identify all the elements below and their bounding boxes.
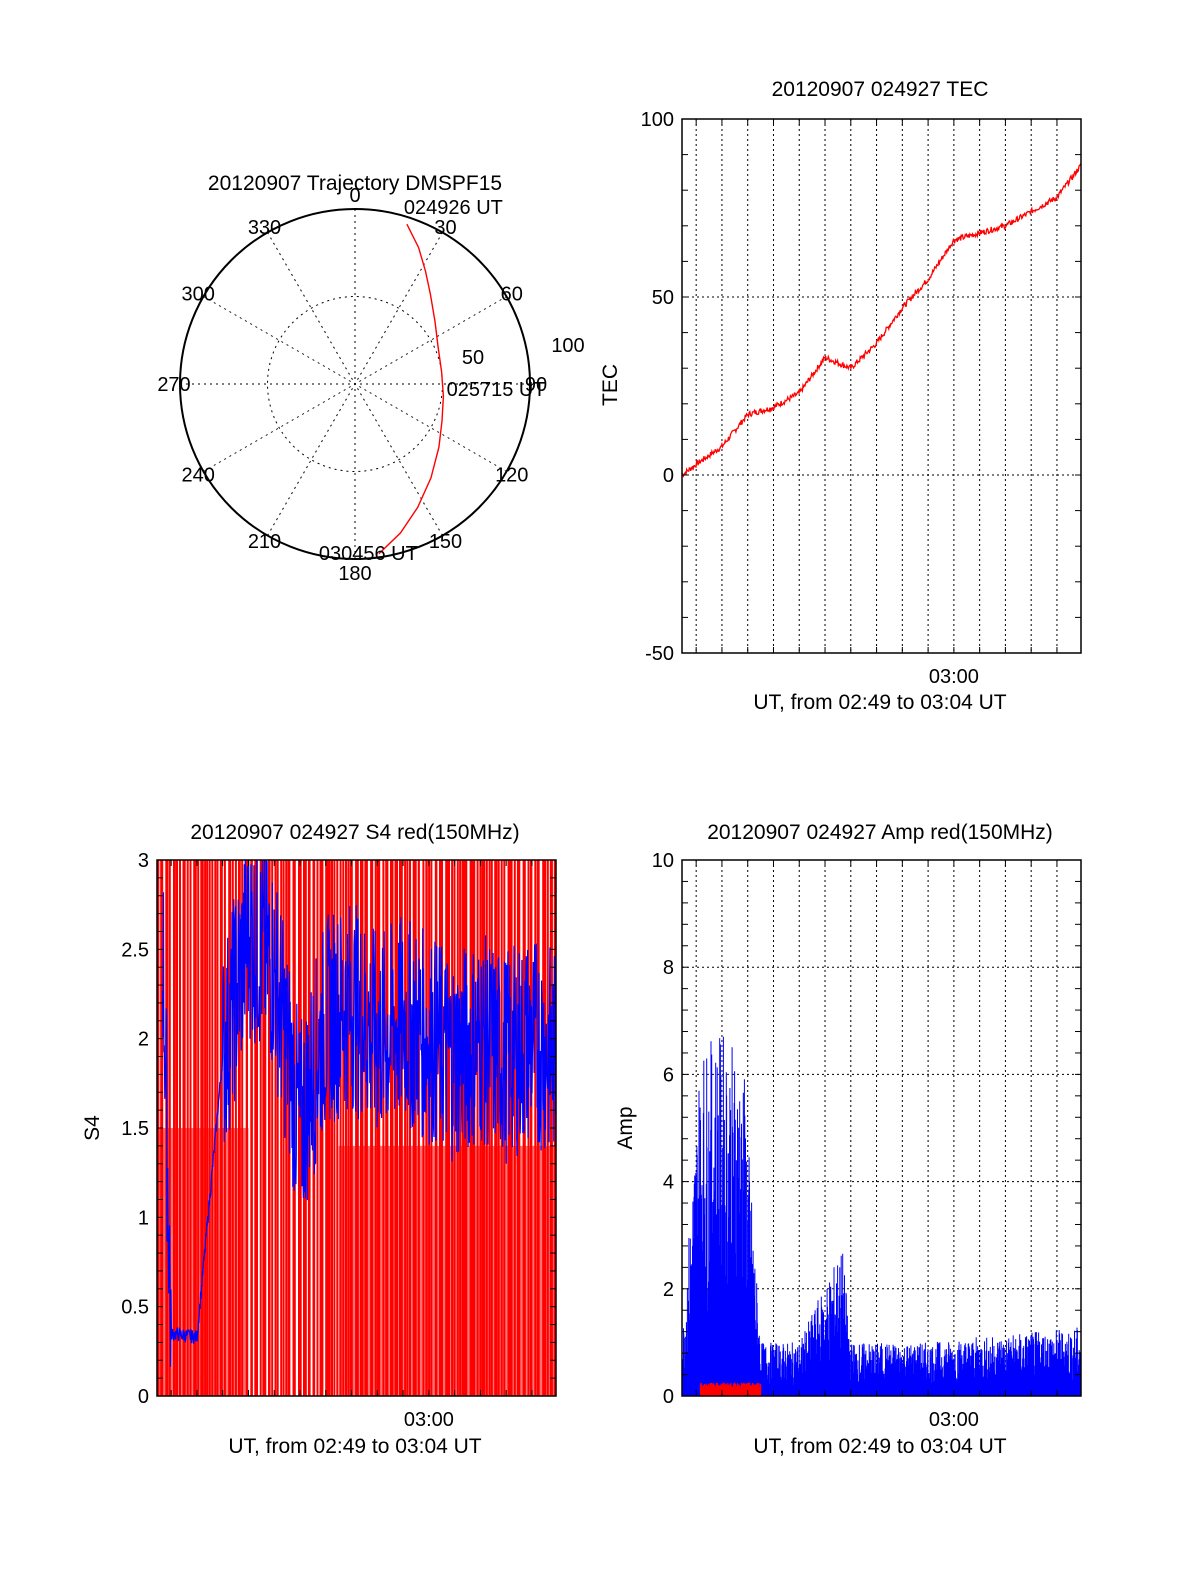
tec-panel: 20120907 024927 TEC TEC UT, from 02:49 t… [599,78,1082,714]
y-tick-label: 100 [641,109,674,131]
trajectory-annotation: 030456 UT [319,543,418,565]
trajectory-annotations: 024926 UT 025715 UT 030456 UT [319,197,546,565]
y-tick-label: 4 [663,1172,674,1194]
y-tick-label: 0 [663,1386,674,1408]
y-tick-label: 0 [138,1386,149,1408]
s4-red-fill [157,1128,249,1396]
y-tick-label: 8 [663,957,674,979]
y-tick-label: 2 [138,1029,149,1051]
plot-frame [681,118,1082,654]
trajectory-annotation: 025715 UT [447,379,546,401]
trajectory-angle-label: 30 [434,217,456,239]
amp-ylabel: Amp [614,1106,637,1149]
trajectory-angle-label: 300 [182,284,215,306]
amp-panel: 20120907 024927 Amp red(150MHz) Amp UT, … [614,821,1082,1458]
tec-title: 20120907 024927 TEC [772,78,989,101]
y-tick-label: 6 [663,1064,674,1086]
trajectory-panel: 20120907 Trajectory DMSPF15 0 30 60 90 120 15… [157,172,584,585]
s4-blue-series [162,860,556,1367]
amp-xlabel: UT, from 02:49 to 03:04 UT [753,1435,1006,1458]
x-tick-label: 03:00 [929,1409,979,1431]
trajectory-spoke [267,232,443,536]
trajectory-angle-label: 270 [157,374,190,396]
s4-ylabel: S4 [81,1115,104,1141]
s4-red-fill [338,1145,556,1396]
trajectory-angle-label: 120 [495,465,528,487]
plot-data [682,1036,1081,1396]
trajectory-angle-label: 180 [338,563,371,585]
tec-series-line [682,163,1081,478]
plot-frame [681,859,1082,1397]
trajectory-angle-label: 60 [501,284,523,306]
y-tick-label: 3 [138,850,149,872]
y-tick-label: 2.5 [121,939,149,961]
trajectory-title: 20120907 Trajectory DMSPF15 [208,172,502,195]
y-tick-label: -50 [645,643,674,665]
y-tick-label: 10 [652,850,674,872]
plot-data [157,860,556,1396]
tec-ylabel: TEC [599,364,622,406]
trajectory-angle-label: 330 [248,217,281,239]
s4-panel: 20120907 024927 S4 red(150MHz) S4 UT, fr… [81,821,557,1458]
y-tick-label: 0.5 [121,1297,149,1319]
y-tick-label: 50 [652,287,674,309]
y-tick-label: 1 [138,1207,149,1229]
y-tick-label: 0 [663,465,674,487]
amp-title: 20120907 024927 Amp red(150MHz) [707,821,1053,844]
trajectory-angle-label: 150 [429,531,462,553]
trajectory-radial-label: 100 [551,335,584,357]
y-tick-label: 1.5 [121,1118,149,1140]
trajectory-angle-label: 240 [182,465,215,487]
trajectory-angle-labels: 0 30 60 90 120 150 180 210 240 270 300 330 50 100 [157,185,584,585]
x-tick-label: 03:00 [404,1409,454,1431]
trajectory-radial-label: 50 [462,347,484,369]
s4-title: 20120907 024927 S4 red(150MHz) [190,821,519,844]
tec-xlabel: UT, from 02:49 to 03:04 UT [753,691,1006,714]
s4-xlabel: UT, from 02:49 to 03:04 UT [228,1435,481,1458]
x-tick-label: 03:00 [929,666,979,688]
y-tick-label: 2 [663,1279,674,1301]
plot-data [682,163,1081,478]
trajectory-angle-label: 0 [349,185,360,207]
trajectory-curve [378,223,445,555]
trajectory-annotation: 024926 UT [404,197,503,219]
amp-blue-series [682,1036,1081,1396]
trajectory-angle-label: 90 [525,374,547,396]
trajectory-angle-label: 210 [248,531,281,553]
